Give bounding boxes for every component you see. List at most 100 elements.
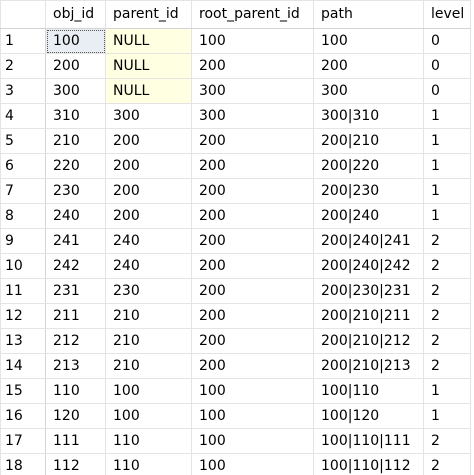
table-row[interactable]: 18 112 110 100 100|110|112 2 — [0, 453, 471, 475]
cell-path[interactable]: 100 — [313, 28, 424, 54]
cell-parent-id[interactable]: 200 — [105, 203, 192, 229]
cell-path[interactable]: 200|210|211 — [313, 303, 424, 329]
cell-parent-id[interactable]: NULL — [105, 78, 192, 104]
row-number[interactable]: 5 — [0, 128, 46, 154]
row-number[interactable]: 9 — [0, 228, 46, 254]
table-row[interactable]: 12 211 210 200 200|210|211 2 — [0, 303, 471, 329]
cell-root-parent-id[interactable]: 200 — [191, 53, 314, 79]
cell-level[interactable]: 2 — [423, 253, 471, 279]
column-header-parent-id[interactable]: parent_id — [105, 0, 192, 29]
row-number[interactable]: 11 — [0, 278, 46, 304]
cell-level[interactable]: 2 — [423, 228, 471, 254]
cell-level[interactable]: 1 — [423, 178, 471, 204]
cell-root-parent-id[interactable]: 200 — [191, 153, 314, 179]
cell-root-parent-id[interactable]: 200 — [191, 353, 314, 379]
cell-root-parent-id[interactable]: 100 — [191, 378, 314, 404]
cell-parent-id[interactable]: 230 — [105, 278, 192, 304]
cell-path[interactable]: 200|230|231 — [313, 278, 424, 304]
cell-root-parent-id[interactable]: 100 — [191, 28, 314, 54]
cell-path[interactable]: 200 — [313, 53, 424, 79]
cell-obj-id[interactable]: 220 — [45, 153, 106, 179]
cell-obj-id[interactable]: 210 — [45, 128, 106, 154]
cell-parent-id[interactable]: 200 — [105, 153, 192, 179]
row-number[interactable]: 12 — [0, 303, 46, 329]
row-number[interactable]: 17 — [0, 428, 46, 454]
cell-parent-id[interactable]: 210 — [105, 353, 192, 379]
cell-path[interactable]: 100|110|111 — [313, 428, 424, 454]
row-number[interactable]: 10 — [0, 253, 46, 279]
cell-path[interactable]: 100|110 — [313, 378, 424, 404]
cell-path[interactable]: 200|220 — [313, 153, 424, 179]
cell-obj-id[interactable]: 200 — [45, 53, 106, 79]
cell-obj-id[interactable]: 241 — [45, 228, 106, 254]
table-row[interactable]: 6 220 200 200 200|220 1 — [0, 153, 471, 179]
cell-level[interactable]: 0 — [423, 28, 471, 54]
cell-path[interactable]: 200|230 — [313, 178, 424, 204]
cell-path[interactable]: 300 — [313, 78, 424, 104]
cell-obj-id[interactable]: 213 — [45, 353, 106, 379]
cell-parent-id[interactable]: 200 — [105, 178, 192, 204]
select-all-corner[interactable] — [0, 0, 46, 29]
cell-obj-id[interactable]: 240 — [45, 203, 106, 229]
cell-level[interactable]: 2 — [423, 428, 471, 454]
cell-root-parent-id[interactable]: 200 — [191, 203, 314, 229]
cell-path[interactable]: 200|240 — [313, 203, 424, 229]
cell-level[interactable]: 2 — [423, 303, 471, 329]
cell-parent-id[interactable]: 200 — [105, 128, 192, 154]
cell-parent-id[interactable]: 110 — [105, 428, 192, 454]
cell-parent-id[interactable]: 110 — [105, 453, 192, 475]
cell-parent-id[interactable]: NULL — [105, 53, 192, 79]
row-number[interactable]: 1 — [0, 28, 46, 54]
row-number[interactable]: 3 — [0, 78, 46, 104]
cell-parent-id[interactable]: 240 — [105, 253, 192, 279]
row-number[interactable]: 14 — [0, 353, 46, 379]
row-number[interactable]: 13 — [0, 328, 46, 354]
row-number[interactable]: 2 — [0, 53, 46, 79]
cell-root-parent-id[interactable]: 200 — [191, 228, 314, 254]
table-row[interactable]: 11 231 230 200 200|230|231 2 — [0, 278, 471, 304]
cell-level[interactable]: 2 — [423, 353, 471, 379]
table-row[interactable]: 13 212 210 200 200|210|212 2 — [0, 328, 471, 354]
cell-path[interactable]: 200|210|213 — [313, 353, 424, 379]
column-header-level[interactable]: level — [423, 0, 471, 29]
row-number[interactable]: 15 — [0, 378, 46, 404]
cell-root-parent-id[interactable]: 100 — [191, 403, 314, 429]
cell-path[interactable]: 100|120 — [313, 403, 424, 429]
column-header-root-parent-id[interactable]: root_parent_id — [191, 0, 314, 29]
cell-level[interactable]: 0 — [423, 53, 471, 79]
cell-path[interactable]: 100|110|112 — [313, 453, 424, 475]
cell-obj-id[interactable]: 242 — [45, 253, 106, 279]
cell-path[interactable]: 300|310 — [313, 103, 424, 129]
row-number[interactable]: 8 — [0, 203, 46, 229]
cell-obj-id[interactable]: 231 — [45, 278, 106, 304]
cell-root-parent-id[interactable]: 200 — [191, 178, 314, 204]
table-row[interactable]: 16 120 100 100 100|120 1 — [0, 403, 471, 429]
table-row[interactable]: 9 241 240 200 200|240|241 2 — [0, 228, 471, 254]
row-number[interactable]: 16 — [0, 403, 46, 429]
table-row[interactable]: 8 240 200 200 200|240 1 — [0, 203, 471, 229]
column-header-obj-id[interactable]: obj_id — [45, 0, 106, 29]
cell-obj-id[interactable]: 120 — [45, 403, 106, 429]
cell-parent-id[interactable]: 240 — [105, 228, 192, 254]
cell-level[interactable]: 1 — [423, 153, 471, 179]
row-number[interactable]: 4 — [0, 103, 46, 129]
cell-path[interactable]: 200|210 — [313, 128, 424, 154]
table-row[interactable]: 14 213 210 200 200|210|213 2 — [0, 353, 471, 379]
cell-obj-id[interactable]: 100 — [45, 28, 106, 54]
cell-root-parent-id[interactable]: 300 — [191, 103, 314, 129]
table-row[interactable]: 17 111 110 100 100|110|111 2 — [0, 428, 471, 454]
column-header-path[interactable]: path — [313, 0, 424, 29]
cell-level[interactable]: 1 — [423, 403, 471, 429]
table-row[interactable]: 7 230 200 200 200|230 1 — [0, 178, 471, 204]
cell-root-parent-id[interactable]: 200 — [191, 253, 314, 279]
table-row[interactable]: 1 100 NULL 100 100 0 — [0, 28, 471, 54]
cell-root-parent-id[interactable]: 300 — [191, 78, 314, 104]
cell-parent-id[interactable]: 100 — [105, 378, 192, 404]
cell-parent-id[interactable]: NULL — [105, 28, 192, 54]
table-row[interactable]: 10 242 240 200 200|240|242 2 — [0, 253, 471, 279]
table-row[interactable]: 2 200 NULL 200 200 0 — [0, 53, 471, 79]
cell-level[interactable]: 1 — [423, 378, 471, 404]
cell-parent-id[interactable]: 100 — [105, 403, 192, 429]
cell-root-parent-id[interactable]: 200 — [191, 278, 314, 304]
